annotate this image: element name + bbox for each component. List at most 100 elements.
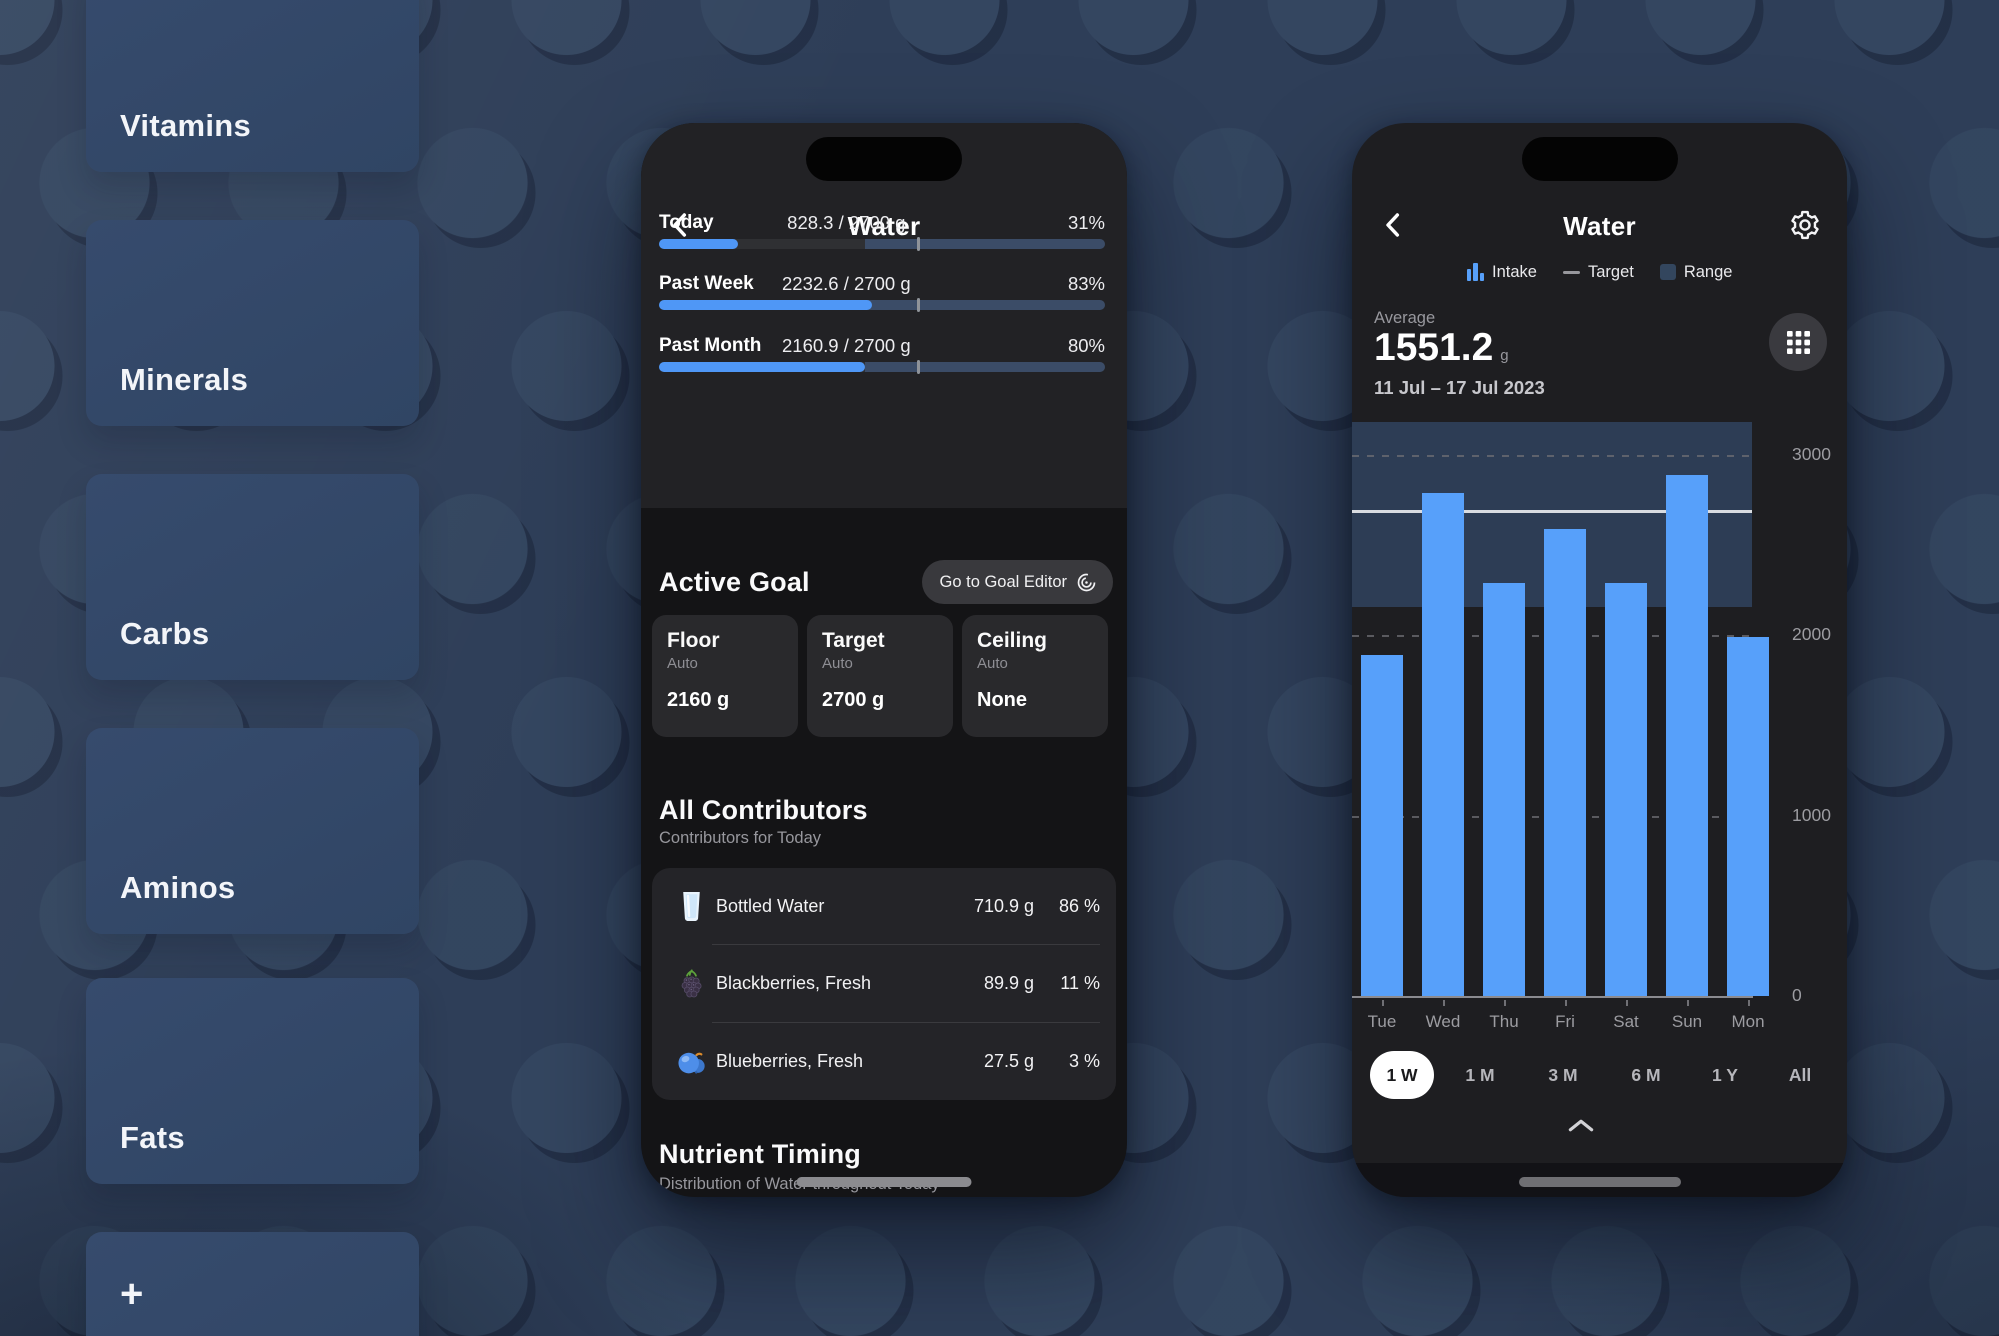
tab-3m[interactable]: 3 M <box>1548 1065 1578 1085</box>
x-axis-label: Mon <box>1731 1012 1765 1031</box>
intake-bars-icon <box>1466 263 1485 281</box>
phone-chart-screen: Water Intake Target Range Average 1551.2… <box>1352 123 1847 1197</box>
sidebar-item-label: Vitamins <box>120 108 252 143</box>
progress-range-segment <box>865 300 1105 310</box>
range-swatch-icon <box>1659 264 1676 280</box>
x-axis-label: Sat <box>1613 1012 1639 1031</box>
average-unit: g <box>1500 347 1509 364</box>
target-tick <box>916 360 920 374</box>
x-axis-tick <box>1443 1000 1445 1006</box>
chart-legend: Intake Target Range <box>1352 259 1847 285</box>
home-indicator <box>796 1177 972 1187</box>
stat-value: 2160.9 / 2700 g <box>782 335 911 356</box>
progress-fill <box>659 239 738 249</box>
bar-sat[interactable] <box>1605 583 1647 996</box>
goal-card-value: 2700 g <box>822 689 885 711</box>
back-button[interactable] <box>665 209 697 241</box>
contributor-percent: 3 % <box>1068 1050 1100 1071</box>
goal-card-floor: Floor Auto 2160 g <box>652 615 798 737</box>
stat-label: Past Week <box>659 273 754 294</box>
sidebar-item-fats[interactable]: Fats <box>86 978 419 1184</box>
bar-fri[interactable] <box>1544 529 1586 996</box>
goal-card-target: Target Auto 2700 g <box>807 615 953 737</box>
stat-percent: 83% <box>1067 273 1105 294</box>
legend-item-intake: Intake <box>1466 262 1537 282</box>
stat-value: 828.3 / 2700 g <box>787 212 906 233</box>
goal-editor-button[interactable]: Go to Goal Editor <box>921 560 1113 604</box>
target-dash-icon <box>1562 270 1580 274</box>
x-axis-tick <box>1626 1000 1628 1006</box>
bar-mon[interactable] <box>1727 637 1769 996</box>
average-label: Average <box>1374 309 1436 327</box>
time-range-tabs: 1 W 1 M 3 M 6 M 1 Y All <box>1352 1051 1847 1099</box>
sidebar-item-carbs[interactable]: Carbs <box>86 474 419 680</box>
y-axis-label: 2000 <box>1792 624 1831 644</box>
legend-item-range: Range <box>1659 263 1732 282</box>
stat-label: Past Month <box>659 335 762 356</box>
goal-editor-button-label: Go to Goal Editor <box>939 572 1067 591</box>
gridline-3000 <box>1352 455 1752 457</box>
tab-all[interactable]: All <box>1788 1065 1812 1085</box>
tab-1w[interactable]: 1 W <box>1370 1051 1434 1099</box>
x-axis-label: Fri <box>1555 1012 1575 1031</box>
intake-bar-chart: 3000 2000 1000 0 Tue Wed Thu Fri Sat Sun Mon <box>1352 123 1847 1197</box>
legend-label: Target <box>1587 262 1634 281</box>
stats-panel <box>641 123 1127 508</box>
progress-bar <box>659 237 1105 251</box>
average-value-row: 1551.2 g <box>1374 326 1509 370</box>
phone-notch <box>806 137 962 181</box>
x-axis-label: Tue <box>1367 1012 1397 1031</box>
sidebar-item-add[interactable]: + <box>86 1232 419 1336</box>
contributors-heading: All Contributors <box>659 795 868 825</box>
progress-range-segment <box>865 239 1105 249</box>
goal-card-mode: Auto <box>667 655 698 672</box>
bar-wed[interactable] <box>1422 493 1464 996</box>
x-axis-line <box>1352 996 1753 998</box>
stat-value: 2232.6 / 2700 g <box>782 273 911 294</box>
grid-view-button[interactable] <box>1769 313 1827 371</box>
settings-button[interactable] <box>1789 209 1821 241</box>
stat-row-past-month: Past Month 2160.9 / 2700 g 80% <box>659 332 1105 376</box>
y-axis-label: 0 <box>1792 985 1802 1005</box>
goal-card-mode: Auto <box>977 655 1008 672</box>
tab-1y[interactable]: 1 Y <box>1712 1065 1738 1085</box>
goal-card-value: 2160 g <box>667 689 730 711</box>
chevron-left-icon <box>673 213 687 237</box>
bar-thu[interactable] <box>1483 583 1525 996</box>
stat-row-today: Today 828.3 / 2700 g 31% <box>659 209 1105 253</box>
tab-1m[interactable]: 1 M <box>1465 1065 1495 1085</box>
water-glass-icon <box>674 891 708 922</box>
goal-card-value: None <box>977 689 1027 711</box>
y-axis-label: 3000 <box>1792 444 1831 464</box>
bar-tue[interactable] <box>1361 655 1403 996</box>
goal-card-title: Floor <box>667 629 720 652</box>
tab-6m[interactable]: 6 M <box>1631 1065 1661 1085</box>
sidebar-item-aminos[interactable]: Aminos <box>86 728 419 934</box>
sidebar-item-vitamins[interactable]: Vitamins <box>86 0 419 172</box>
contributor-row-blackberries[interactable]: Blackberries, Fresh 89.9 g 11 % <box>652 945 1116 1023</box>
sidebar-item-label: Minerals <box>120 362 249 397</box>
page-title: Water <box>1563 211 1636 241</box>
goal-card-mode: Auto <box>822 655 853 672</box>
contributor-row-bottled-water[interactable]: Bottled Water 710.9 g 86 % <box>652 868 1116 946</box>
x-axis-label: Wed <box>1425 1012 1461 1031</box>
contributor-percent: 11 % <box>1060 973 1100 994</box>
back-button[interactable] <box>1378 209 1410 241</box>
legend-label: Intake <box>1492 262 1537 281</box>
stat-label: Today <box>659 212 714 233</box>
goal-cards: Floor Auto 2160 g Target Auto 2700 g Cei… <box>652 615 1108 737</box>
expand-button[interactable] <box>1557 1111 1605 1139</box>
sidebar-item-minerals[interactable]: Minerals <box>86 220 419 426</box>
home-indicator <box>1518 1177 1681 1187</box>
contributors-subheading: Contributors for Today <box>659 829 822 847</box>
target-tick <box>916 298 920 312</box>
chevron-up-icon <box>1568 1119 1594 1131</box>
goal-card-title: Target <box>822 629 885 652</box>
contributor-row-blueberries[interactable]: Blueberries, Fresh 27.5 g 3 % <box>652 1023 1116 1100</box>
bar-sun[interactable] <box>1666 475 1708 996</box>
active-goal-heading: Active Goal <box>659 567 810 597</box>
legend-item-target: Target <box>1562 262 1634 282</box>
nutrient-timing-heading: Nutrient Timing <box>659 1139 861 1169</box>
contributor-amount: 27.5 g <box>983 1050 1034 1071</box>
target-tick <box>916 237 920 251</box>
